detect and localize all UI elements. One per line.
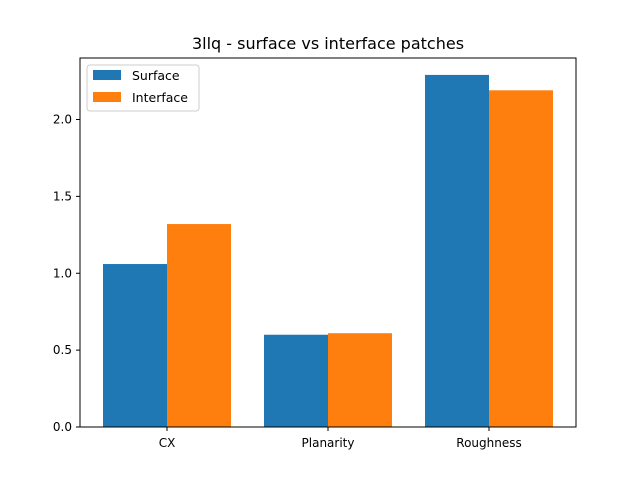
plot-bars: [103, 74, 553, 427]
bar-surface-cx: [103, 264, 167, 427]
legend-swatch-surface: [93, 70, 121, 80]
x-tick-label: CX: [159, 436, 176, 450]
bar-surface-roughness: [425, 74, 489, 427]
legend-swatch-interface: [93, 92, 121, 102]
y-tick-label: 2.0: [53, 113, 72, 127]
plot-frame: [79, 57, 577, 428]
y-tick-label: 1.0: [53, 266, 72, 280]
y-tick-label: 0.0: [53, 420, 72, 434]
bar-interface-roughness: [489, 90, 553, 427]
y-tick-label: 1.5: [53, 189, 72, 203]
legend-label-surface: Surface: [132, 68, 180, 83]
x-axis: CX Planarity Roughness: [159, 427, 522, 450]
bar-interface-cx: [167, 224, 231, 427]
x-tick-label: Planarity: [302, 436, 355, 450]
y-axis: 0.0 0.5 1.0 1.5 2.0: [53, 113, 80, 434]
y-tick-label: 0.5: [53, 343, 72, 357]
chart-title: 3llq - surface vs interface patches: [192, 34, 464, 53]
bar-interface-planarity: [328, 333, 392, 427]
legend-label-interface: Interface: [132, 90, 188, 105]
legend: Surface Interface: [86, 64, 200, 112]
bar-surface-planarity: [264, 334, 328, 427]
x-tick-label: Roughness: [456, 436, 521, 450]
